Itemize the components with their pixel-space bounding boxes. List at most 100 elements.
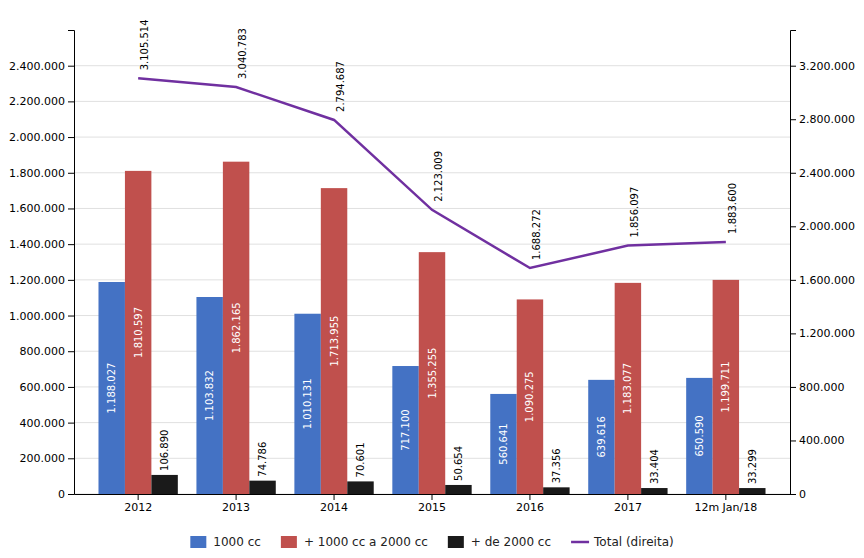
tick: 2014 — [320, 494, 348, 514]
grid-line — [74, 137, 790, 138]
tick-mark — [790, 280, 796, 281]
bar — [543, 487, 569, 494]
tick-mark — [334, 494, 335, 500]
y2-axis-line — [791, 31, 797, 495]
tick-mark — [68, 458, 74, 459]
legend-label: + 1000 cc a 2000 cc — [304, 535, 428, 549]
tick-label: 1.200.000 — [799, 327, 855, 340]
data-label: 70.601 — [355, 442, 366, 477]
tick-mark — [790, 333, 796, 334]
x-axis: 20122013201420152016201712m Jan/18 — [75, 494, 791, 514]
bar — [588, 380, 614, 494]
line — [138, 78, 726, 268]
tick-mark — [725, 494, 726, 500]
tick: 1.600.000 — [9, 202, 74, 215]
tick: 3.200.000 — [790, 60, 855, 73]
tick-label: 200.000 — [20, 452, 66, 465]
grid-line — [74, 65, 790, 66]
tick-label: 2013 — [222, 501, 250, 514]
data-label: 639.616 — [596, 416, 607, 457]
tick: 1.600.000 — [790, 274, 855, 287]
data-label: 650.590 — [694, 415, 705, 456]
tick: 800.000 — [20, 345, 75, 358]
tick: 2015 — [418, 494, 446, 514]
data-label: 1.188.027 — [106, 363, 117, 414]
tick-label: 600.000 — [20, 381, 66, 394]
bar — [739, 488, 765, 494]
data-label: 74.786 — [257, 442, 268, 477]
tick-label: 2015 — [418, 501, 446, 514]
data-label: 1.090.275 — [524, 371, 535, 422]
bar — [641, 488, 667, 494]
tick: 12m Jan/18 — [694, 494, 757, 514]
data-label: 3.105.514 — [139, 19, 150, 70]
data-label: 1.883.600 — [727, 183, 738, 234]
bar — [517, 299, 543, 494]
tick-label: 2.400.000 — [799, 167, 855, 180]
legend-swatch — [571, 541, 589, 544]
tick-label: 2.200.000 — [9, 95, 65, 108]
tick-mark — [529, 494, 530, 500]
grid — [74, 66, 790, 494]
legend-label: + de 2000 cc — [471, 535, 551, 549]
tick-label: 800.000 — [20, 345, 66, 358]
bar — [445, 485, 471, 494]
data-label: 717.100 — [400, 409, 411, 450]
tick: 2.000.000 — [9, 131, 74, 144]
tick-label: 2.000.000 — [799, 220, 855, 233]
tick: 1.000.000 — [9, 310, 74, 323]
tick: 2017 — [614, 494, 642, 514]
marks — [98, 78, 765, 494]
tick: 1.200.000 — [790, 327, 855, 340]
data-label: 50.654 — [453, 446, 464, 481]
grid-line — [74, 101, 790, 102]
data-label: 33.404 — [649, 449, 660, 484]
legend-item: 1000 cc — [190, 535, 261, 549]
data-label: 2.123.009 — [433, 151, 444, 202]
tick: 2012 — [124, 494, 152, 514]
bar — [321, 188, 347, 494]
tick-mark — [68, 387, 74, 388]
tick: 2.800.000 — [790, 113, 855, 126]
tick: 400.000 — [790, 434, 845, 447]
data-label: 106.890 — [159, 430, 170, 471]
tick-label: 0 — [58, 488, 65, 501]
tick-label: 2.000.000 — [9, 131, 65, 144]
tick: 2.000.000 — [790, 220, 855, 233]
data-label: 37.356 — [551, 448, 562, 483]
tick-label: 400.000 — [799, 434, 845, 447]
tick-mark — [790, 494, 796, 495]
tick: 200.000 — [20, 452, 75, 465]
tick-mark — [790, 387, 796, 388]
tick-mark — [68, 351, 74, 352]
tick-label: 2014 — [320, 501, 348, 514]
data-label: 1.355.255 — [427, 348, 438, 399]
tick-mark — [68, 316, 74, 317]
tick-label: 0 — [799, 488, 806, 501]
tick-mark — [790, 66, 796, 67]
y-axis-line — [68, 31, 75, 495]
tick-mark — [138, 494, 139, 500]
tick: 0 — [790, 488, 806, 501]
data-label: 1.688.272 — [531, 209, 542, 260]
tick-mark — [790, 119, 796, 120]
tick-label: 800.000 — [799, 381, 845, 394]
legend-item: Total (direita) — [571, 535, 674, 549]
tick-mark — [627, 494, 628, 500]
bar — [347, 481, 373, 494]
legend-swatch — [190, 536, 206, 548]
data-label: 560.641 — [498, 423, 509, 464]
data-label: 1.010.131 — [302, 378, 313, 429]
legend-item: + de 2000 cc — [448, 535, 551, 549]
bar — [249, 481, 275, 494]
legend: 1000 cc + 1000 cc a 2000 cc + de 2000 cc To… — [190, 535, 673, 549]
bar — [196, 297, 222, 494]
bar — [151, 475, 177, 494]
bar-series — [125, 162, 739, 494]
grid-line — [74, 172, 790, 173]
chart: 0 200.000 400.000 600.000 800.000 1.000.000 1.… — [0, 0, 864, 558]
tick-mark — [236, 494, 237, 500]
bar — [686, 378, 712, 494]
data-label: 1.713.955 — [329, 316, 340, 367]
tick-mark — [68, 423, 74, 424]
